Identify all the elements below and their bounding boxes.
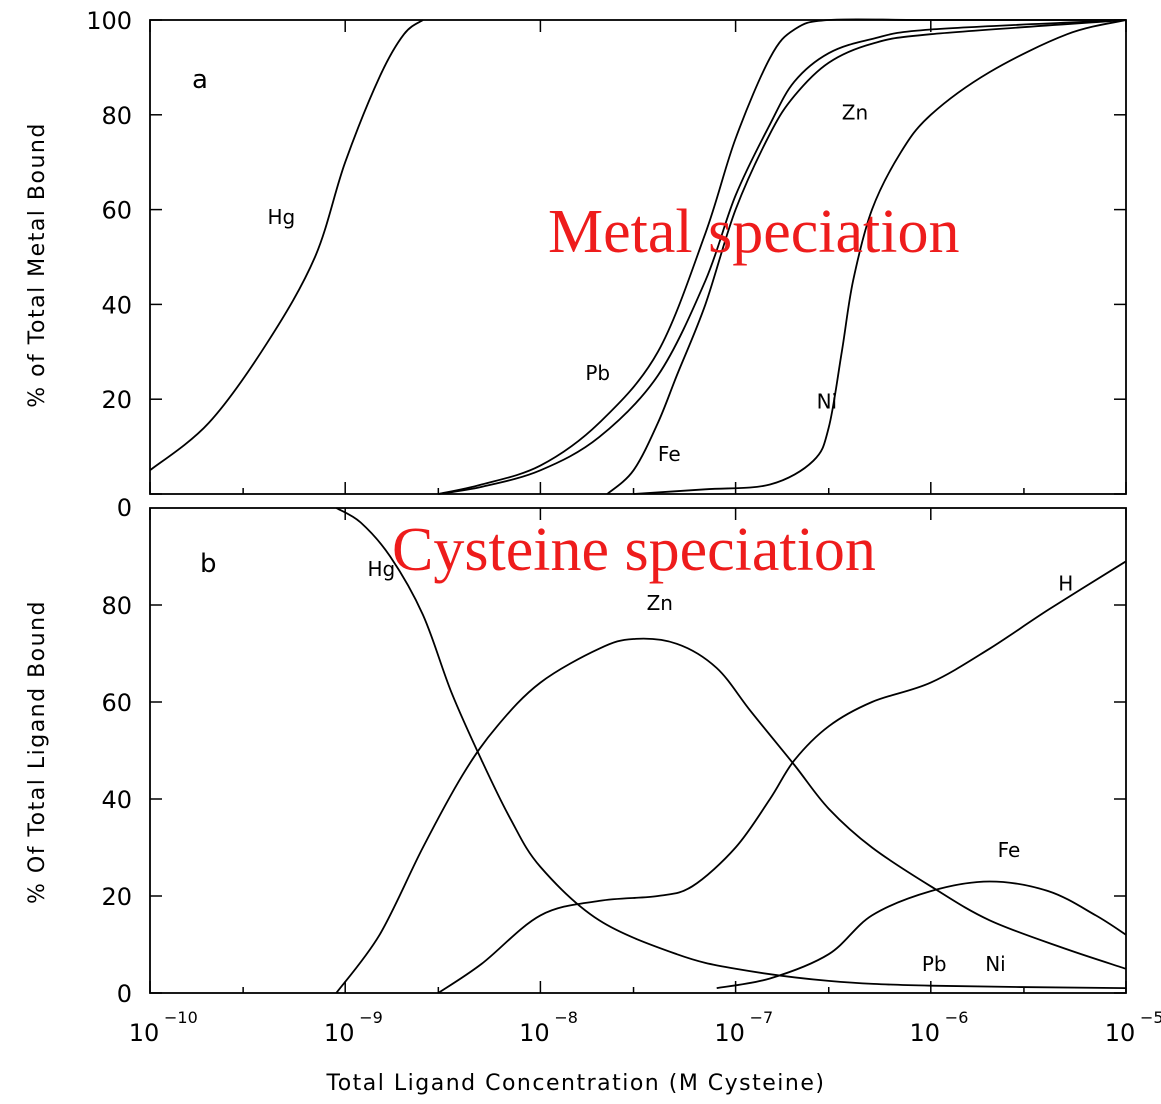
panel-a-ytick-label: 0 bbox=[117, 494, 132, 522]
top-y-axis-title: % of Total Metal Bound bbox=[25, 122, 50, 408]
x-tick-exponent: −10 bbox=[164, 1008, 198, 1027]
axis-ticks bbox=[149, 19, 1127, 994]
panel-b-label-h: H bbox=[1058, 571, 1073, 595]
x-tick-exponent: −8 bbox=[554, 1008, 578, 1027]
panel-a-curve-ni bbox=[633, 19, 1127, 495]
x-tick-label: 10 bbox=[519, 1019, 550, 1047]
panel-b-ytick-label: 60 bbox=[101, 689, 132, 717]
panel-a-label-fe: Fe bbox=[658, 442, 681, 466]
panel-a-ytick-label: 80 bbox=[101, 102, 132, 130]
panel-a-label-pb: Pb bbox=[585, 361, 610, 385]
panel-b-ytick-label: 40 bbox=[101, 786, 132, 814]
bottom-y-axis-title: % Of Total Ligand Bound bbox=[25, 600, 50, 904]
panel-b-ytick-label: 0 bbox=[117, 980, 132, 1008]
panel-b-curve-fe bbox=[716, 880, 1127, 989]
x-tick-exponent: −9 bbox=[359, 1008, 383, 1027]
cysteine-speciation-title: Cysteine speciation bbox=[392, 516, 876, 584]
panel-b-label-hg: Hg bbox=[367, 557, 395, 581]
panel-b-label-zn: Zn bbox=[647, 591, 673, 615]
panel-b-curve-hg bbox=[335, 507, 1127, 989]
labels: 100806040200HgPbZnFeNi80604020010−1010−9… bbox=[86, 7, 1161, 1047]
panel-a-ytick-label: 60 bbox=[101, 197, 132, 225]
panel-a-ytick-label: 40 bbox=[101, 291, 132, 319]
x-tick-exponent: −6 bbox=[945, 1008, 969, 1027]
x-tick-label: 10 bbox=[129, 1019, 160, 1047]
panel-a-label-zn: Zn bbox=[842, 101, 868, 125]
x-tick-exponent: −7 bbox=[750, 1008, 774, 1027]
panel-a-ytick-label: 100 bbox=[86, 7, 132, 35]
panel-letter-b: b bbox=[200, 549, 217, 579]
x-tick-label: 10 bbox=[1105, 1019, 1136, 1047]
panel-b-label-pb: Pb bbox=[922, 952, 947, 976]
panel-a-ytick-label: 20 bbox=[101, 386, 132, 414]
x-tick-label: 10 bbox=[910, 1019, 941, 1047]
x-tick-label: 10 bbox=[714, 1019, 745, 1047]
panel-a-curve-zn bbox=[438, 19, 1127, 495]
plot-frames bbox=[149, 19, 1127, 994]
panel-a-curve-pb bbox=[438, 18, 1126, 495]
x-axis-title: Total Ligand Concentration (M Cysteine) bbox=[326, 1071, 826, 1096]
curves bbox=[149, 18, 1127, 994]
x-tick-label: 10 bbox=[324, 1019, 355, 1047]
metal-speciation-title: Metal speciation bbox=[548, 198, 959, 266]
panel-b-label-ni: Ni bbox=[985, 952, 1006, 976]
panel-letter-a: a bbox=[192, 65, 208, 95]
panel-b-label-fe: Fe bbox=[998, 838, 1021, 862]
panel-b-frame bbox=[149, 507, 1127, 994]
panel-b-curve-h bbox=[437, 560, 1127, 994]
panel-a-label-hg: Hg bbox=[268, 205, 296, 229]
panel-b-curve-zn bbox=[335, 637, 1127, 994]
x-tick-exponent: −5 bbox=[1140, 1008, 1161, 1027]
panel-b-ytick-label: 80 bbox=[101, 592, 132, 620]
panel-b-ytick-label: 20 bbox=[101, 883, 132, 911]
panel-a-curve-fe bbox=[606, 19, 1127, 495]
panel-a-label-ni: Ni bbox=[817, 390, 838, 414]
panel-a-curve-hg bbox=[149, 19, 424, 472]
